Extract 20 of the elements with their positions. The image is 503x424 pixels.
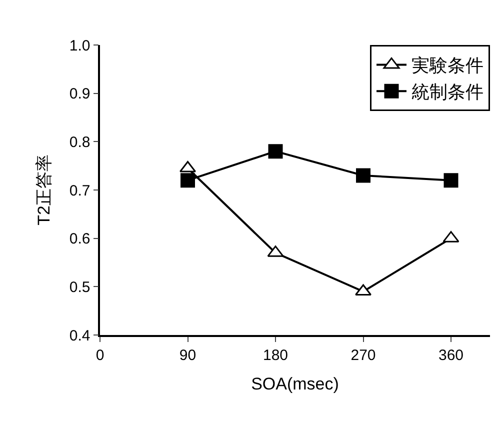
point xyxy=(356,168,370,183)
y-tick-label: 1.0 xyxy=(69,37,90,54)
point xyxy=(268,144,283,159)
y-tick-label: 0.5 xyxy=(69,278,90,296)
legend-label: 実験条件 xyxy=(412,56,484,76)
x-tick-label: 90 xyxy=(179,346,196,364)
x-tick-label: 360 xyxy=(438,346,464,364)
legend-label: 統制条件 xyxy=(412,82,484,102)
x-tick-label: 270 xyxy=(350,346,376,364)
y-tick-label: 0.7 xyxy=(69,182,90,200)
y-tick-label: 0.9 xyxy=(69,86,90,103)
x-axis-title: SOA(msec) xyxy=(251,374,339,394)
y-tick-label: 0.6 xyxy=(69,230,90,248)
y-axis-title: T2正答率 xyxy=(34,154,54,226)
x-tick-label: 0 xyxy=(96,346,104,364)
point xyxy=(444,173,458,188)
y-tick-label: 0.8 xyxy=(69,134,90,151)
x-tick-label: 180 xyxy=(262,346,288,364)
point xyxy=(180,173,195,188)
y-tick-label: 0.4 xyxy=(69,327,90,344)
